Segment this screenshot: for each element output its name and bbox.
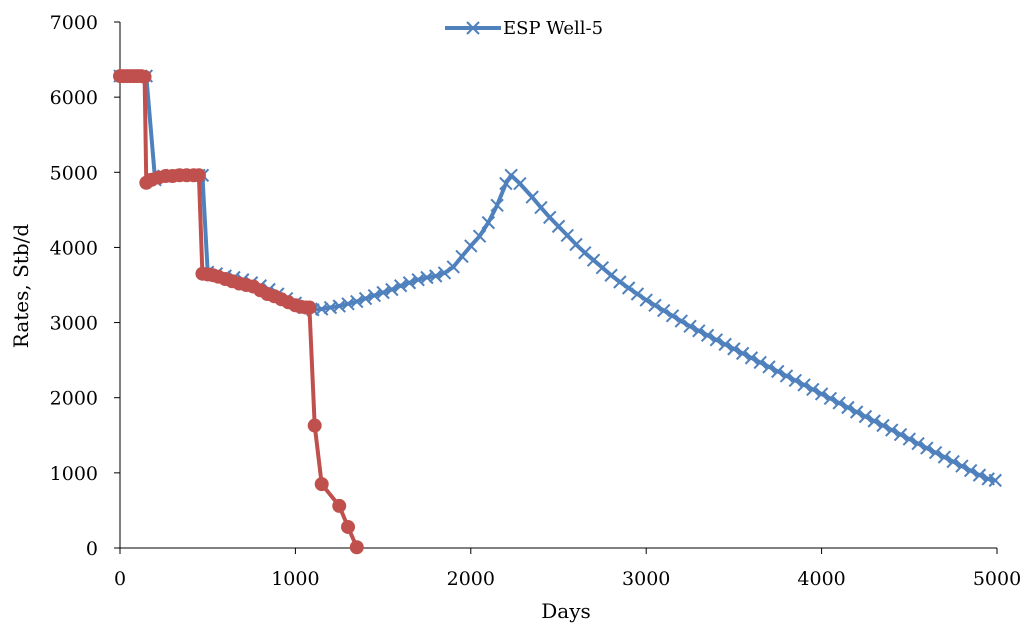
series-1-point	[937, 450, 952, 464]
series-1-point	[490, 198, 504, 213]
series-1-point	[376, 285, 390, 300]
series-1-point	[727, 342, 741, 356]
y-tick-label: 3000	[50, 313, 98, 335]
series-1-point	[788, 373, 802, 388]
series-2-point	[137, 69, 152, 84]
y-tick-label: 4000	[50, 237, 98, 259]
series-1-point	[841, 400, 855, 415]
series-1-point	[613, 275, 627, 289]
series-1-point	[988, 473, 1002, 488]
series-1-point	[446, 260, 460, 274]
series-1-point	[648, 298, 662, 312]
y-tick-label: 5000	[50, 162, 98, 184]
series-1-point	[437, 266, 452, 280]
series-1-point	[332, 299, 346, 313]
series-1-point	[972, 468, 987, 482]
series-1-point	[779, 369, 794, 383]
series-1-point	[429, 269, 443, 283]
series-1-point	[455, 249, 469, 264]
series-1-point	[902, 432, 917, 446]
series-1-point	[665, 309, 680, 323]
x-tick-label: 1000	[271, 568, 319, 590]
series-1-point	[683, 319, 697, 334]
legend-swatch-marker	[466, 21, 480, 35]
series-1-point	[920, 441, 934, 455]
series-1-point	[797, 378, 811, 392]
x-tick-label: 3000	[622, 568, 670, 590]
series-1-point	[823, 391, 838, 406]
series-2-point	[191, 168, 206, 183]
series-1-point	[806, 382, 820, 397]
series-2-point	[307, 418, 322, 433]
series-1-point	[402, 276, 417, 290]
series-1-point	[867, 414, 881, 428]
x-tick-label: 2000	[447, 568, 495, 590]
series-1-point	[849, 405, 864, 419]
series-1-point	[657, 303, 671, 318]
series-1-point	[630, 287, 645, 301]
x-tick-label: 4000	[797, 568, 845, 590]
series-layer	[113, 69, 1002, 555]
series-1-point	[472, 229, 487, 243]
series-1-point	[367, 288, 382, 303]
series-1-line	[118, 74, 998, 483]
series-1-point	[753, 355, 767, 370]
legend-item: ESP Well-5	[445, 18, 603, 39]
series-1-point	[858, 409, 873, 424]
series-1-point	[735, 346, 750, 361]
series-1-point	[393, 279, 408, 293]
series-1-point	[385, 282, 399, 297]
y-tick-label: 0	[86, 538, 98, 560]
series-1-point	[411, 273, 425, 287]
x-tick-label: 0	[114, 568, 126, 590]
series-1-point	[525, 190, 539, 204]
series-2	[113, 69, 364, 555]
series-2-point	[302, 300, 317, 315]
series-2-point	[349, 540, 364, 555]
series-1-point	[639, 293, 653, 307]
series-1-point	[744, 351, 759, 365]
series-1-point	[832, 396, 846, 410]
series-2-point	[314, 477, 329, 492]
series-1-point	[963, 463, 978, 478]
series-1-point	[341, 297, 355, 311]
series-1-point	[762, 360, 776, 374]
series-1-point	[709, 333, 724, 347]
series-1-point	[911, 436, 925, 451]
series-1-point	[771, 364, 785, 379]
x-axis-title: Days	[541, 599, 591, 623]
series-1-point	[893, 427, 908, 442]
series-1-point	[358, 291, 373, 306]
series-1-point	[955, 459, 969, 473]
series-1-point	[604, 268, 618, 282]
x-tick-label: 5000	[973, 568, 1021, 590]
series-2-point	[341, 519, 356, 534]
series-1-point	[674, 314, 688, 328]
axes: 0 1000 2000 3000 4000 5000 6000 7000 0 1000 2000 30…	[50, 12, 1022, 590]
y-axis-title: Rates, Stb/d	[9, 224, 33, 349]
series-2-point	[332, 498, 347, 513]
series-1-point	[946, 454, 960, 469]
series-1-point	[718, 337, 732, 352]
series-1-point	[350, 294, 364, 309]
series-1-point	[700, 328, 715, 343]
y-tick-label: 7000	[50, 12, 98, 34]
y-tick-label: 1000	[50, 463, 98, 485]
series-1-point	[928, 445, 943, 460]
series-1-point	[692, 324, 706, 338]
series-1-point	[876, 418, 890, 433]
legend: ESP Well-5	[445, 18, 603, 39]
series-2-line	[118, 74, 359, 550]
legend-label: ESP Well-5	[503, 18, 603, 39]
y-tick-label: 2000	[50, 388, 98, 410]
y-tick-label: 6000	[50, 87, 98, 109]
series-1-point	[814, 387, 829, 401]
series-1-point	[885, 423, 899, 437]
series-1-point	[481, 215, 496, 230]
series-1-point	[499, 176, 513, 191]
series-1-point	[621, 281, 636, 295]
series-1-point	[513, 176, 527, 191]
